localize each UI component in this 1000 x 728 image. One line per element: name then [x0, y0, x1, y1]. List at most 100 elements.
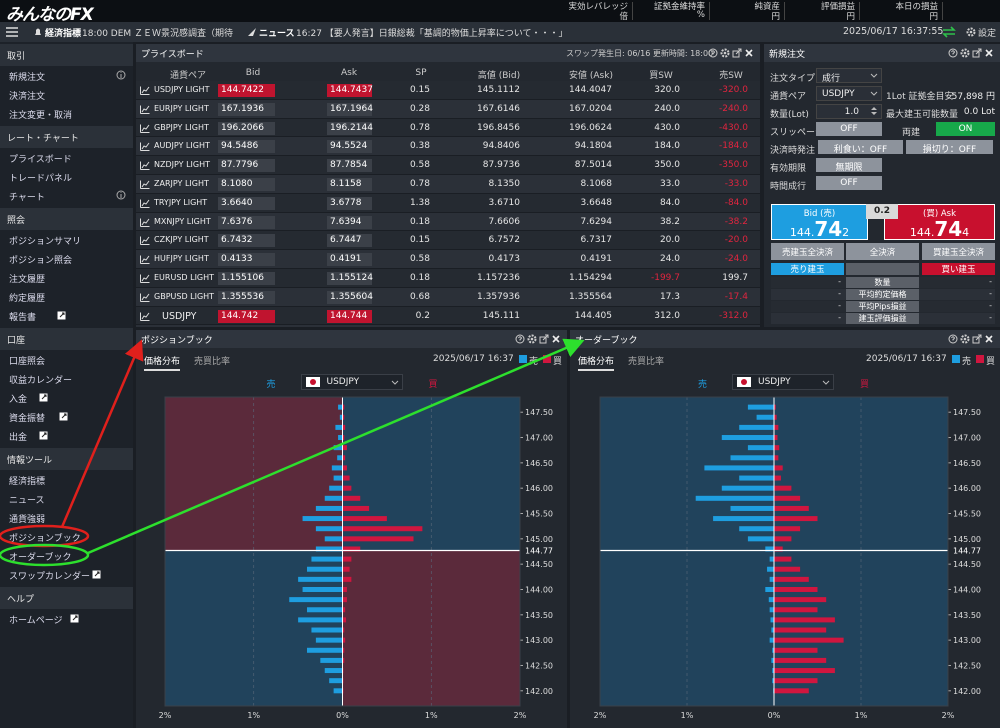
chart-icon[interactable]	[140, 124, 150, 133]
tab[interactable]: 価格分布	[578, 354, 615, 371]
toggle-button[interactable]: 損切り：OFF	[906, 140, 993, 155]
window-icon-close[interactable]	[984, 48, 994, 58]
position-name: 建玉評価損益	[846, 313, 919, 324]
chart-icon[interactable]	[140, 293, 150, 302]
sidebar-item[interactable]: 口座照会	[9, 357, 46, 367]
sidebar-item[interactable]: スワップカレンダー	[9, 572, 91, 582]
column-header: 売SW	[719, 71, 743, 81]
chart-icon[interactable]	[140, 86, 150, 95]
field-label: 最大建玉可能数量	[886, 110, 959, 120]
window-icon-help[interactable]	[948, 48, 958, 58]
chart-icon[interactable]	[140, 161, 150, 171]
book-bar	[721, 435, 774, 441]
window-icon-pop[interactable]	[732, 48, 742, 58]
chart-icon[interactable]	[140, 180, 150, 189]
window-icon-pop[interactable]	[972, 48, 982, 58]
board-cell: 196.8456	[477, 122, 520, 133]
toggle-button[interactable]: ON	[936, 122, 995, 136]
stepper[interactable]	[870, 106, 880, 116]
close-all-button[interactable]: 買建玉全決済	[922, 243, 995, 260]
book-bar	[298, 576, 343, 582]
sidebar-item[interactable]: プライスボード	[9, 155, 72, 165]
window-icon-help[interactable]	[708, 48, 718, 58]
window-icon-gear[interactable]	[720, 48, 730, 58]
window-icon-gear[interactable]	[527, 334, 537, 344]
window-icon-gear[interactable]	[960, 334, 970, 344]
position-name: 平均Pips損益	[846, 301, 919, 312]
info-icon	[116, 70, 126, 80]
sidebar-item[interactable]: 注文履歴	[9, 275, 46, 285]
board-cell: 87.5014	[574, 160, 612, 171]
sidebar-item[interactable]: 報告書	[9, 313, 37, 323]
sidebar-item[interactable]: ホームページ	[9, 616, 63, 626]
chart-icon[interactable]	[140, 218, 150, 227]
settings-link[interactable]: 設定	[978, 29, 997, 39]
sidebar-item[interactable]: オーダーブック	[9, 553, 72, 563]
window-icon-close[interactable]	[984, 334, 994, 344]
sidebar-item[interactable]: 約定履歴	[9, 294, 46, 304]
number-input[interactable]: 1.0	[816, 104, 882, 119]
book-bar	[774, 668, 835, 674]
x-tick-label: 1%	[425, 711, 438, 720]
chart-icon[interactable]	[140, 255, 150, 265]
stat-unit: 倍	[619, 12, 628, 22]
window-icon-pop[interactable]	[972, 334, 982, 344]
close-all-button[interactable]: 全決済	[846, 243, 919, 260]
external-link-icon-part	[94, 571, 100, 577]
x-tick-label: 0%	[336, 711, 349, 720]
quote-button[interactable]: Bid (売) 144. 74 2	[771, 204, 868, 241]
sidebar-item[interactable]: 入金	[9, 395, 28, 405]
window-icon-help[interactable]	[948, 334, 958, 344]
menu-icon[interactable]	[5, 26, 19, 38]
sidebar-item[interactable]: ニュース	[9, 496, 45, 506]
rate: 8.1158	[330, 179, 362, 189]
sidebar-item[interactable]: ポジション照会	[9, 256, 73, 266]
board-row	[136, 306, 760, 326]
chart-icon[interactable]	[140, 274, 150, 283]
dropdown[interactable]: 成行	[816, 68, 882, 84]
window-icon-pop-part	[972, 336, 980, 344]
chart-icon[interactable]	[140, 105, 150, 114]
window-icon-close[interactable]	[744, 48, 754, 58]
window-icon-gear[interactable]	[960, 48, 970, 58]
chart-icon[interactable]	[140, 142, 150, 152]
external-link-icon-part	[59, 312, 65, 318]
toggle-button[interactable]: 無期限	[816, 158, 882, 173]
sidebar-item[interactable]: 通貨強弱	[9, 515, 46, 525]
quote-button[interactable]: (買) Ask 144. 74 4	[884, 204, 995, 241]
sidebar-item[interactable]: チャート	[9, 193, 45, 203]
sidebar-item[interactable]: 新規注文	[9, 73, 46, 83]
toggle-button[interactable]: 利食い：OFF	[818, 140, 903, 155]
rate-cell	[218, 234, 275, 248]
sidebar-item[interactable]: 収益カレンダー	[9, 376, 73, 386]
sidebar-section-title: レート・チャート	[7, 134, 79, 144]
sidebar-item[interactable]: トレードパネル	[9, 174, 73, 184]
toggle-button[interactable]: OFF	[816, 122, 882, 136]
chart-icon[interactable]	[140, 199, 150, 208]
sidebar-item[interactable]: 決済注文	[9, 92, 46, 102]
sidebar-item[interactable]: 資金振替	[9, 414, 46, 424]
sidebar-item[interactable]: ポジションサマリ	[9, 237, 82, 247]
spread: 0.2	[866, 204, 898, 219]
book-panel: ポジションブック 価格分布 売買比率 2025/06/17 16:37 売買売買 USDJ…	[136, 330, 567, 728]
settings-icon[interactable]	[966, 27, 976, 37]
sidebar-item[interactable]: 注文変更・取消	[9, 111, 73, 121]
swap-icon[interactable]	[942, 26, 956, 38]
sidebar-item[interactable]: 出金	[9, 433, 28, 443]
board-row	[136, 156, 760, 175]
rate: 167.1936	[221, 103, 264, 114]
position-value: -	[838, 313, 841, 322]
chart-icon[interactable]	[140, 236, 150, 246]
toggle-button[interactable]: OFF	[816, 176, 882, 190]
field-label: 有効期限	[770, 164, 807, 174]
symbol-dropdown[interactable]: USDJPY	[732, 374, 834, 390]
dropdown[interactable]: USDJPY	[816, 86, 882, 101]
chart-icon[interactable]	[140, 312, 150, 321]
sidebar-item[interactable]: 経済指標	[9, 477, 46, 487]
tab[interactable]: 売買比率	[628, 357, 665, 367]
rate-cell	[327, 309, 372, 323]
close-all-button[interactable]: 売建玉全決済	[771, 243, 844, 260]
sidebar-item[interactable]: ポジションブック	[9, 534, 81, 544]
book-bar	[342, 516, 387, 522]
book-bar	[315, 637, 343, 643]
